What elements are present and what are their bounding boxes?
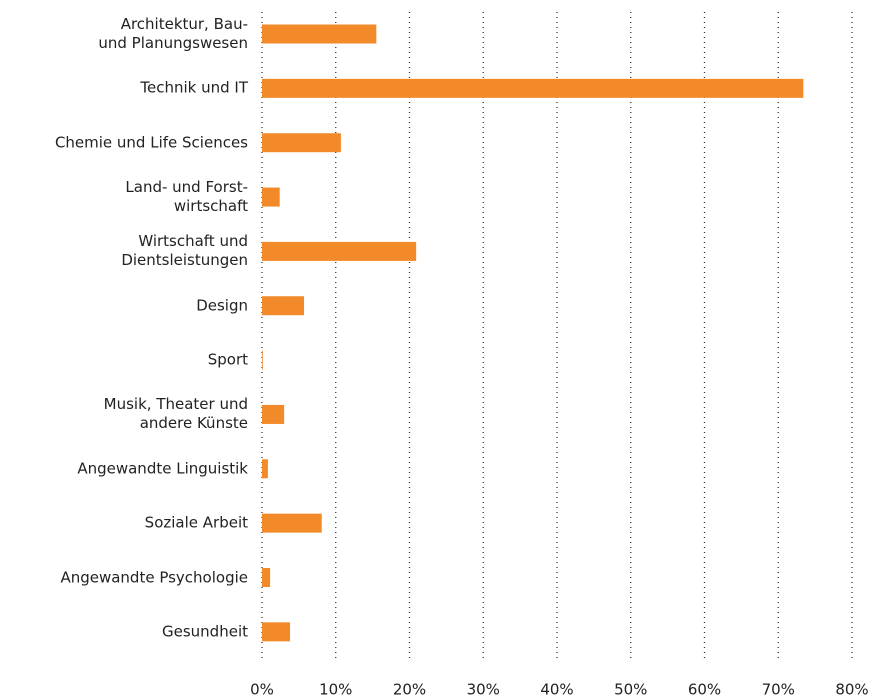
x-tick-label: 0%: [250, 680, 274, 699]
y-tick-label: Gesundheit: [162, 622, 248, 641]
bar: [262, 513, 322, 533]
x-tick-label: 60%: [687, 680, 722, 699]
bar: [262, 459, 268, 479]
bar: [262, 133, 341, 153]
x-tick-label: 50%: [614, 680, 648, 699]
bar: [262, 350, 263, 370]
y-tick-label: Design: [196, 296, 248, 315]
x-tick-label: 20%: [392, 680, 427, 699]
bar: [262, 568, 271, 587]
y-tick-label: Architektur, Bau- und Planungswesen: [98, 15, 248, 52]
y-tick-label: Soziale Arbeit: [144, 513, 248, 532]
bar: [262, 404, 285, 424]
bar: [262, 187, 280, 207]
x-tick-label: 80%: [835, 680, 869, 699]
x-tick-label: 10%: [319, 680, 353, 699]
bar: [262, 622, 291, 642]
y-tick-label: Angewandte Linguistik: [77, 459, 248, 478]
y-tick-label: Angewandte Psychologie: [60, 568, 248, 586]
y-tick-label: Musik, Theater und andere Künste: [103, 395, 248, 433]
x-tick-label: 40%: [540, 680, 574, 699]
x-tick-label: 30%: [466, 680, 500, 699]
bar: [262, 78, 804, 98]
bar: [262, 296, 305, 316]
bar: [262, 241, 417, 261]
bar: [262, 24, 377, 44]
y-tick-label: Sport: [207, 350, 248, 369]
y-tick-label: Wirtschaft und Dientsleistungen: [121, 232, 248, 270]
y-tick-label: Land- und Forst- wirtschaft: [125, 178, 248, 216]
x-tick-label: 70%: [761, 680, 795, 699]
y-tick-label: Technik und IT: [140, 78, 248, 97]
y-tick-label: Chemie und Life Sciences: [54, 133, 248, 152]
